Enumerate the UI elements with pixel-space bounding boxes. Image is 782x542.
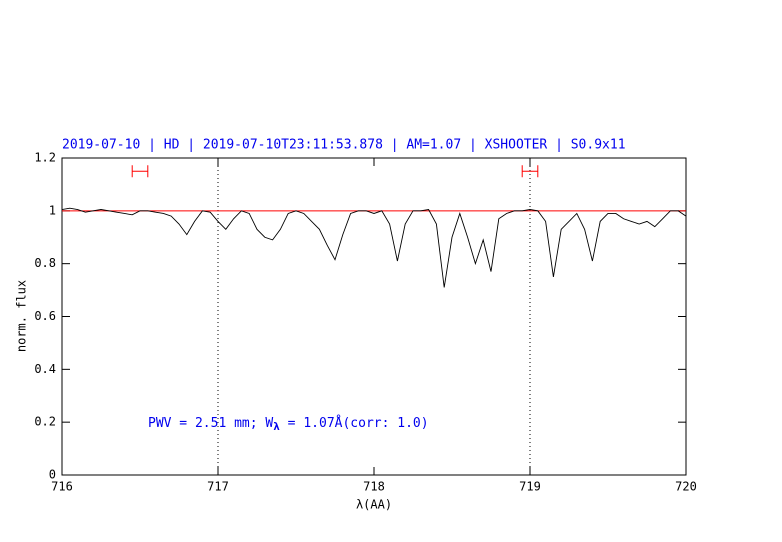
y-axis-label: norm. flux [15, 280, 29, 352]
x-tick-label: 717 [207, 480, 229, 494]
y-tick-label: 0.2 [34, 415, 56, 429]
window-marker [521, 165, 539, 178]
window-marker [131, 165, 149, 178]
x-axis-label: λ(AA) [356, 498, 392, 512]
x-tick-label: 720 [675, 480, 697, 494]
annotation-subscript: λ [273, 420, 280, 433]
x-tick-label: 719 [519, 480, 541, 494]
annotation-text: PWV = 2.51 mm; W [148, 416, 273, 431]
y-tick-label: 0.4 [34, 362, 56, 376]
y-tick-label: 0.6 [34, 309, 56, 323]
spectrum-line [61, 207, 687, 288]
annotation: PWV = 2.51 mm; Wλ = 1.07Å(corr: 1.0) [148, 415, 429, 434]
y-tick-label: 0 [49, 468, 56, 482]
y-tick-label: 1 [49, 203, 56, 217]
x-tick-label: 718 [363, 480, 385, 494]
x-tick-label: 716 [51, 480, 73, 494]
y-tick-label: 1.2 [34, 151, 56, 165]
annotation-text: = 1.07Å(corr: 1.0) [280, 415, 429, 431]
chart-title: 2019-07-10 | HD | 2019-07-10T23:11:53.87… [62, 138, 626, 153]
y-tick-label: 0.8 [34, 256, 56, 270]
